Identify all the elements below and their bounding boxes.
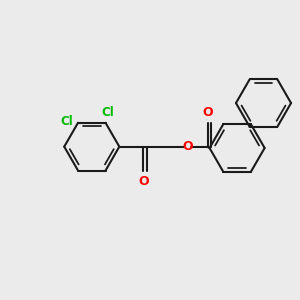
Text: O: O: [182, 140, 193, 153]
Text: O: O: [138, 175, 148, 188]
Text: Cl: Cl: [102, 106, 115, 119]
Text: O: O: [202, 106, 213, 119]
Text: Cl: Cl: [60, 115, 73, 128]
